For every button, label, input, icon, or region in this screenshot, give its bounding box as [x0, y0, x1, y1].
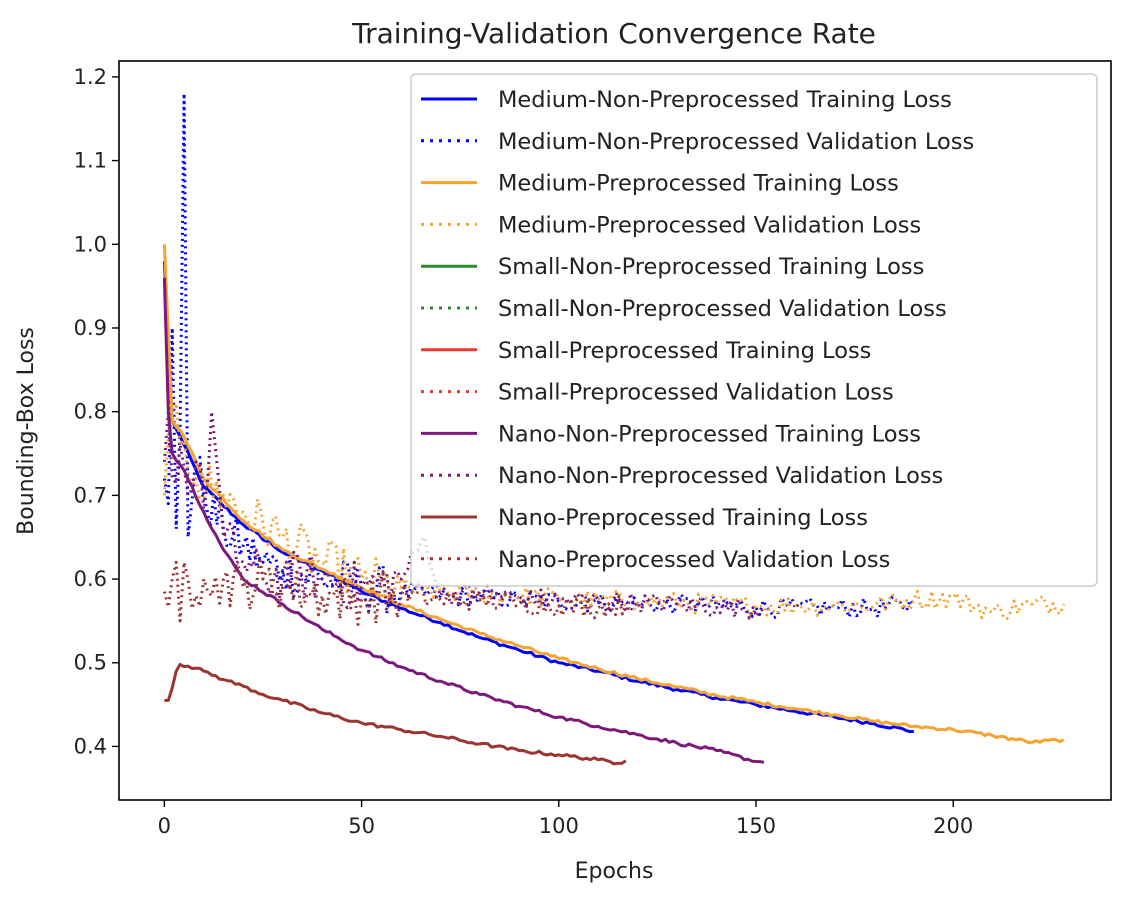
axes: 0 50 100 150 200 0.4 0.5 0.6 0.7 0.8 0.9 1.0 1.1 1.2 [74, 60, 1112, 838]
legend-entry-nano-non-preprocessed-validation-loss: Nano-Non-Preprocessed Validation Loss [421, 463, 943, 489]
y-tick-label-0.6: 0.6 [74, 567, 107, 591]
legend-label: Medium-Preprocessed Validation Loss [498, 212, 921, 238]
legend-label: Medium-Non-Preprocessed Training Loss [498, 87, 952, 113]
legend-entry-medium-non-preprocessed-training-loss: Medium-Non-Preprocessed Training Loss [421, 87, 952, 113]
legend-label: Medium-Preprocessed Training Loss [498, 171, 899, 197]
legend-label: Medium-Non-Preprocessed Validation Loss [498, 129, 974, 155]
series-line-nano-preprocessed-training-loss [164, 662, 627, 766]
chart-title: Training-Validation Convergence Rate [351, 17, 876, 50]
y-axis-label: Bounding-Box Loss [14, 327, 39, 535]
legend-label: Small-Non-Preprocessed Validation Loss [498, 296, 947, 322]
y-tick-label-0.5: 0.5 [74, 651, 107, 675]
legend-entry-small-preprocessed-validation-loss: Small-Preprocessed Validation Loss [421, 380, 894, 406]
legend-entry-medium-preprocessed-validation-loss: Medium-Preprocessed Validation Loss [421, 212, 921, 238]
legend-entry-small-non-preprocessed-validation-loss: Small-Non-Preprocessed Validation Loss [421, 296, 947, 322]
legend-label: Small-Preprocessed Validation Loss [498, 380, 894, 406]
y-tick-label-1.0: 1.0 [74, 232, 107, 256]
y-tick-label-0.9: 0.9 [74, 316, 107, 340]
legend-label: Nano-Preprocessed Validation Loss [498, 547, 890, 573]
legend-entry-nano-non-preprocessed-training-loss: Nano-Non-Preprocessed Training Loss [421, 421, 921, 447]
x-tick-label-200: 200 [933, 814, 973, 838]
legend-entry-medium-non-preprocessed-validation-loss: Medium-Non-Preprocessed Validation Loss [421, 129, 974, 155]
y-tick-label-0.7: 0.7 [74, 483, 107, 507]
legend-entry-small-preprocessed-training-loss: Small-Preprocessed Training Loss [421, 338, 871, 364]
legend-entry-small-non-preprocessed-training-loss: Small-Non-Preprocessed Training Loss [421, 254, 924, 280]
x-tick-label-0: 0 [158, 814, 171, 838]
series-line-nano-preprocessed-validation-loss [162, 556, 628, 626]
series-line-nano-non-preprocessed-training-loss [162, 277, 765, 764]
y-tick-label-0.4: 0.4 [74, 734, 107, 758]
legend-label: Small-Non-Preprocessed Training Loss [498, 254, 924, 280]
y-tick-label-1.1: 1.1 [74, 149, 107, 173]
series-line-medium-preprocessed-training-loss [162, 244, 1065, 744]
y-tick-label-0.8: 0.8 [74, 400, 107, 424]
legend-box [410, 73, 1098, 587]
plot-lines [162, 92, 1066, 766]
legend-entry-nano-preprocessed-training-loss: Nano-Preprocessed Training Loss [421, 505, 868, 531]
legend-label: Small-Preprocessed Training Loss [498, 338, 871, 364]
legend-label: Nano-Preprocessed Training Loss [498, 505, 868, 531]
x-tick-label-50: 50 [348, 814, 375, 838]
legend-label: Nano-Non-Preprocessed Training Loss [498, 421, 921, 447]
legend-label: Nano-Non-Preprocessed Validation Loss [498, 463, 943, 489]
legend-entry-nano-preprocessed-validation-loss: Nano-Preprocessed Validation Loss [421, 547, 890, 573]
y-tick-label-1.2: 1.2 [74, 65, 107, 89]
x-tick-label-150: 150 [736, 814, 776, 838]
x-tick-label-100: 100 [539, 814, 579, 838]
legend-entry-medium-preprocessed-training-loss: Medium-Preprocessed Training Loss [421, 171, 899, 197]
legend: Medium-Non-Preprocessed Training Loss Med… [410, 73, 1098, 587]
plot-frame [118, 60, 1112, 801]
x-axis-label: Epochs [575, 859, 654, 884]
